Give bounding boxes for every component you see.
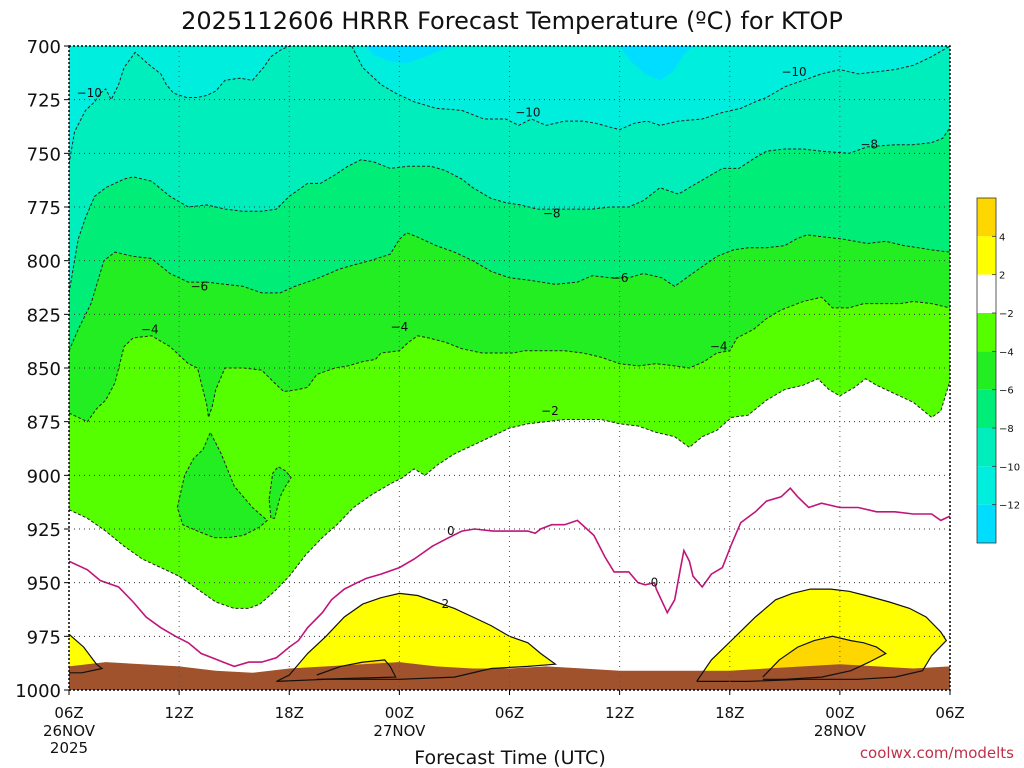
contour-line-neg6: [69, 232, 950, 351]
contour-line-neg10b: [351, 46, 950, 131]
contour-label: −8: [543, 206, 561, 220]
contour-label: −6: [190, 279, 208, 293]
contour-line-pos2_right: [696, 588, 948, 683]
fill-warm-right: [696, 589, 947, 682]
contour-line-pos2_left: [69, 633, 104, 674]
fill-sliver-neg4-neg6: [269, 466, 292, 519]
x-tick-label: 12Z: [164, 704, 193, 722]
colorbar-segment: [977, 198, 996, 237]
contour-label: −2: [541, 404, 559, 418]
colorbar-segment: [977, 313, 996, 352]
x-tick-date: 26NOV: [43, 722, 96, 740]
y-axis-ticks: 700 725 750 775 800 825 850 875 900 925 950 975 1000: [15, 37, 69, 702]
contour-line-pos2_mid: [276, 592, 558, 682]
contour-label: 2: [441, 597, 449, 611]
y-tick-label: 1000: [15, 681, 61, 702]
y-tick-label: 925: [27, 520, 61, 541]
colorbar-tick-label: −10: [999, 462, 1020, 473]
x-tick-label: 06Z: [495, 704, 524, 722]
contour-line-pos4_right: [762, 635, 887, 680]
fill-warm-mid: [276, 593, 556, 682]
x-tick-date: 27NOV: [373, 722, 426, 740]
colorbar-tick-label: −12: [999, 501, 1020, 512]
y-tick-label: 700: [27, 37, 61, 58]
contour-line-neg8: [69, 127, 950, 293]
contour-label: 0: [651, 576, 659, 590]
contour-labels: −10 −10 −10 −8 −8 −6 −6 −4 −4 −4 −2 0 0 2: [77, 65, 879, 611]
x-tick-label: 00Z: [825, 704, 854, 722]
y-tick-label: 825: [27, 305, 61, 326]
fill-band-neg10-neg12: [69, 46, 290, 165]
y-tick-label: 800: [27, 252, 61, 273]
x-tick-label: 12Z: [605, 704, 634, 722]
x-tick-label: 00Z: [385, 704, 414, 722]
y-tick-label: 900: [27, 466, 61, 487]
colorbar: 4 2 −2 −4 −6 −8 −10 −12: [976, 197, 1020, 544]
contour-label: −10: [515, 106, 540, 120]
contour-label: −10: [77, 86, 102, 100]
contour-label: −4: [710, 340, 728, 354]
contour-line-zero: [69, 487, 950, 668]
x-tick-label: 18Z: [715, 704, 744, 722]
contour-label: −10: [781, 65, 806, 79]
contour-label: −8: [860, 138, 878, 152]
y-tick-label: 725: [27, 91, 61, 112]
y-tick-label: 875: [27, 413, 61, 434]
x-tick-label: 18Z: [275, 704, 304, 722]
x-tick-year: 2025: [50, 739, 88, 757]
grid-lines: [69, 46, 950, 690]
colorbar-tick-label: −8: [999, 424, 1014, 435]
colorbar-border: [976, 197, 997, 544]
y-tick-label: 775: [27, 198, 61, 219]
colorbar-segment: [977, 466, 996, 505]
x-tick-label: 06Z: [935, 704, 964, 722]
fill-warm-left: [69, 634, 102, 673]
y-tick-label: 950: [27, 574, 61, 595]
contour-line-neg4_island: [176, 431, 268, 539]
y-tick-label: 975: [27, 627, 61, 648]
contour-label: −4: [391, 320, 409, 334]
colorbar-segment: [977, 389, 996, 428]
y-tick-label: 850: [27, 359, 61, 380]
colorbar-tick-label: 2: [999, 271, 1005, 282]
fill-island-neg4-neg6: [177, 432, 268, 538]
contour-line-neg2: [69, 378, 950, 609]
chart-title: 2025112606 HRRR Forecast Temperature (ºC…: [181, 7, 843, 35]
colorbar-segment: [977, 274, 996, 313]
contour-label: −4: [141, 322, 159, 336]
colorbar-segment: [977, 236, 996, 275]
colorbar-tick-label: −6: [999, 386, 1014, 397]
colorbar-segment: [977, 504, 996, 543]
fill-pocket-neg12-a: [366, 46, 451, 64]
contour-line-neg10: [69, 46, 290, 165]
fill-band-neg10-neg12-east: [351, 46, 950, 130]
y-tick-label: 750: [27, 144, 61, 165]
contour-line-pos4_mid: [316, 659, 397, 680]
colorbar-tick-label: −4: [999, 347, 1014, 358]
contour-label: −6: [611, 271, 629, 285]
fill-pocket-neg12-b: [619, 46, 693, 81]
credit-text: coolwx.com/modelts: [860, 744, 1014, 762]
colorbar-segment: [977, 351, 996, 390]
x-axis-label: Forecast Time (UTC): [414, 747, 605, 768]
colorbar-tick-label: 4: [999, 232, 1005, 243]
contour-label: 0: [447, 524, 455, 538]
x-tick-label: 06Z: [54, 704, 83, 722]
colorbar-tick-label: −2: [999, 309, 1014, 320]
contour-line-neg4_sliver: [268, 466, 292, 519]
contour-lines: [69, 46, 950, 683]
colorbar-segment: [977, 428, 996, 467]
x-tick-date: 28NOV: [814, 722, 867, 740]
contour-line-neg4: [69, 296, 950, 423]
